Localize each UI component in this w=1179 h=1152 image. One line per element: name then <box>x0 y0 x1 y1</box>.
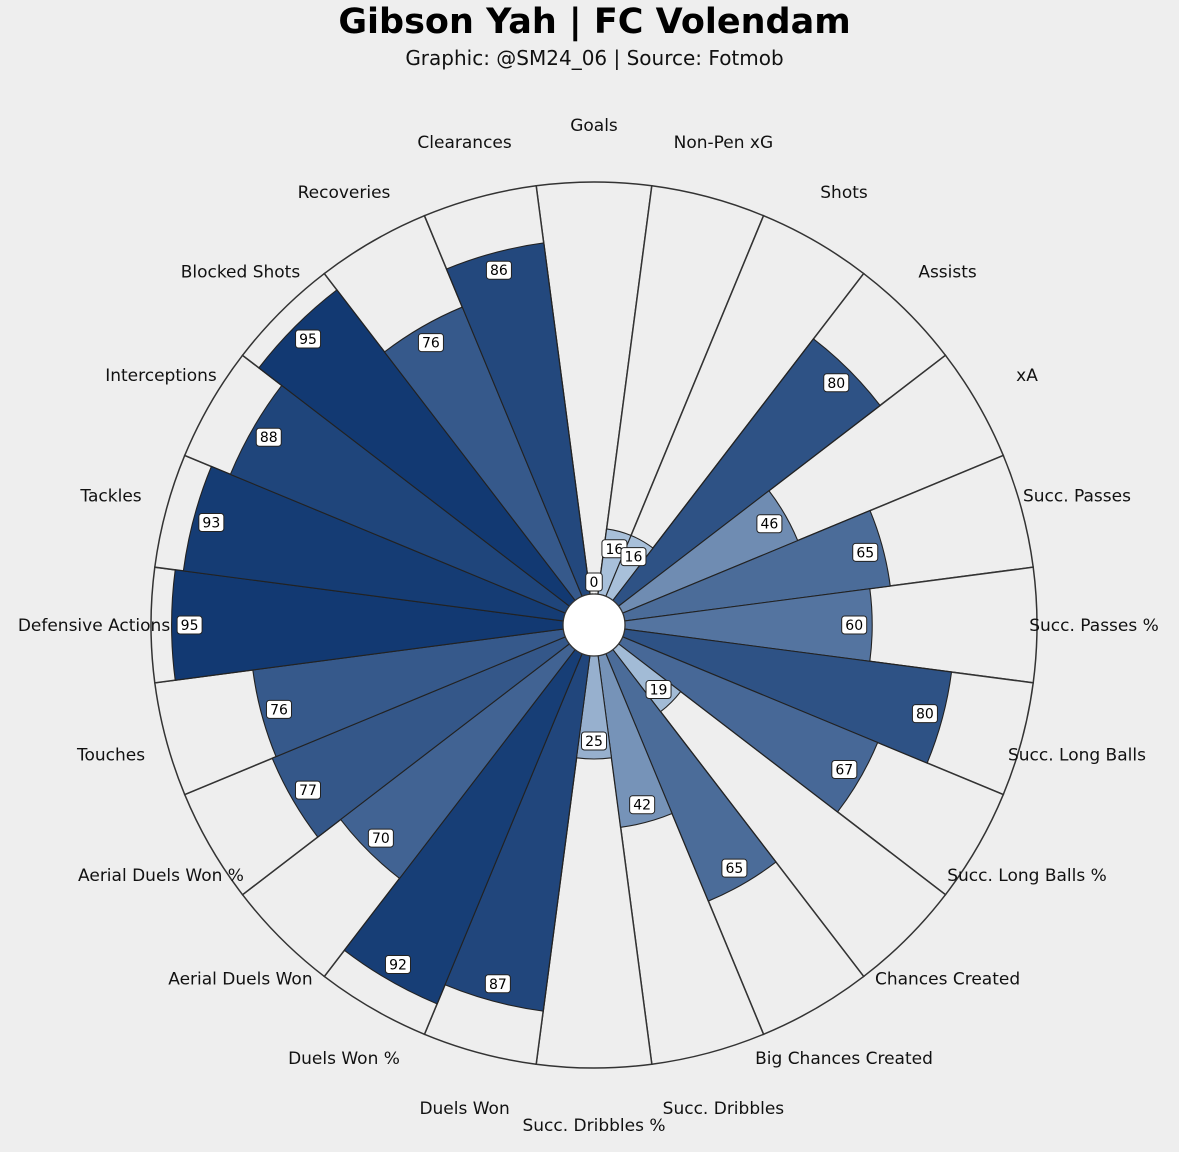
value-label-aerial-duels-won-pct: 77 <box>295 780 321 800</box>
value-label-xa: 46 <box>756 514 783 534</box>
svg-text:76: 76 <box>270 702 288 718</box>
category-label-non-pen-xg: Non-Pen xG <box>674 133 774 153</box>
value-label-succ-long-balls-pct: 67 <box>831 760 858 780</box>
value-label-recoveries: 76 <box>417 333 444 353</box>
svg-text:70: 70 <box>372 831 390 847</box>
chart-subtitle: Graphic: @SM24_06 | Source: Fotmob <box>405 46 784 70</box>
category-label-duels-won-pct: Duels Won % <box>288 1049 400 1069</box>
value-label-clearances: 86 <box>485 260 512 280</box>
category-label-succ-long-balls: Succ. Long Balls <box>1008 745 1146 765</box>
category-label-big-chances-created: Big Chances Created <box>755 1049 933 1069</box>
category-label-clearances: Clearances <box>417 133 511 153</box>
value-label-succ-passes-pct: 60 <box>841 615 868 635</box>
category-label-touches: Touches <box>76 745 145 765</box>
svg-text:42: 42 <box>633 798 651 814</box>
value-label-succ-long-balls: 80 <box>911 704 938 724</box>
value-label-duels-won-pct: 92 <box>384 955 411 975</box>
value-label-touches: 76 <box>265 699 292 719</box>
category-label-succ-dribbles-pct: Succ. Dribbles % <box>522 1116 665 1136</box>
value-label-assists: 80 <box>823 373 850 393</box>
category-label-assists: Assists <box>918 262 977 282</box>
category-label-succ-passes: Succ. Passes <box>1023 487 1131 507</box>
value-label-aerial-duels-won: 70 <box>367 828 394 848</box>
category-label-interceptions: Interceptions <box>105 366 217 386</box>
svg-text:19: 19 <box>650 683 668 699</box>
svg-text:80: 80 <box>827 376 845 392</box>
category-label-defensive-actions: Defensive Actions <box>18 616 171 636</box>
category-label-succ-passes-pct: Succ. Passes % <box>1029 616 1159 636</box>
svg-text:77: 77 <box>299 783 317 799</box>
value-label-layer: 0 16 16 80 46 65 60 80 67 19 65 42 25 87 92 70 77 76 95 93 8… <box>176 260 938 994</box>
svg-text:93: 93 <box>202 515 220 531</box>
svg-text:80: 80 <box>916 707 934 723</box>
value-label-succ-dribbles-pct: 25 <box>581 731 607 751</box>
svg-text:46: 46 <box>760 517 778 533</box>
svg-text:60: 60 <box>845 618 863 634</box>
svg-text:92: 92 <box>389 958 407 974</box>
value-label-goals: 0 <box>585 572 603 592</box>
value-label-defensive-actions: 95 <box>176 615 203 635</box>
category-label-goals: Goals <box>570 116 618 136</box>
value-label-shots: 16 <box>620 547 647 567</box>
category-label-duels-won: Duels Won <box>419 1099 509 1119</box>
svg-text:95: 95 <box>299 332 317 348</box>
svg-text:95: 95 <box>181 618 199 634</box>
value-label-tackles: 93 <box>198 512 225 532</box>
category-label-succ-dribbles: Succ. Dribbles <box>663 1099 785 1119</box>
center-circle <box>562 593 626 657</box>
value-label-chances-created: 19 <box>645 680 672 700</box>
category-label-xa: xA <box>1016 366 1038 386</box>
value-label-big-chances-created: 65 <box>721 858 748 878</box>
chart-title: Gibson Yah | FC Volendam <box>338 2 851 42</box>
category-label-shots: Shots <box>820 183 868 203</box>
svg-text:76: 76 <box>422 336 440 352</box>
value-label-interceptions: 88 <box>255 427 282 447</box>
svg-text:16: 16 <box>625 550 643 566</box>
svg-text:88: 88 <box>260 430 278 446</box>
category-label-aerial-duels-won-pct: Aerial Duels Won % <box>78 866 244 886</box>
category-label-blocked-shots: Blocked Shots <box>181 262 301 282</box>
value-label-succ-dribbles: 42 <box>629 795 656 815</box>
svg-text:86: 86 <box>490 263 508 279</box>
category-label-chances-created: Chances Created <box>875 970 1020 990</box>
svg-text:25: 25 <box>585 734 603 750</box>
category-label-aerial-duels-won: Aerial Duels Won <box>168 970 312 990</box>
value-label-succ-passes: 65 <box>852 542 879 562</box>
category-label-layer: Goals Non-Pen xG Shots Assists xA Succ. Passe… <box>18 116 1159 1136</box>
svg-text:65: 65 <box>856 545 874 561</box>
svg-text:16: 16 <box>606 542 624 558</box>
svg-text:87: 87 <box>489 977 507 993</box>
category-label-recoveries: Recoveries <box>298 183 391 203</box>
bar-layer <box>171 242 953 1012</box>
svg-text:65: 65 <box>725 861 743 877</box>
svg-text:67: 67 <box>835 763 853 779</box>
svg-text:0: 0 <box>590 575 599 591</box>
category-label-tackles: Tackles <box>79 487 141 507</box>
value-label-blocked-shots: 95 <box>295 329 322 349</box>
category-label-succ-long-balls-pct: Succ. Long Balls % <box>947 866 1107 886</box>
value-label-duels-won: 87 <box>484 974 511 994</box>
